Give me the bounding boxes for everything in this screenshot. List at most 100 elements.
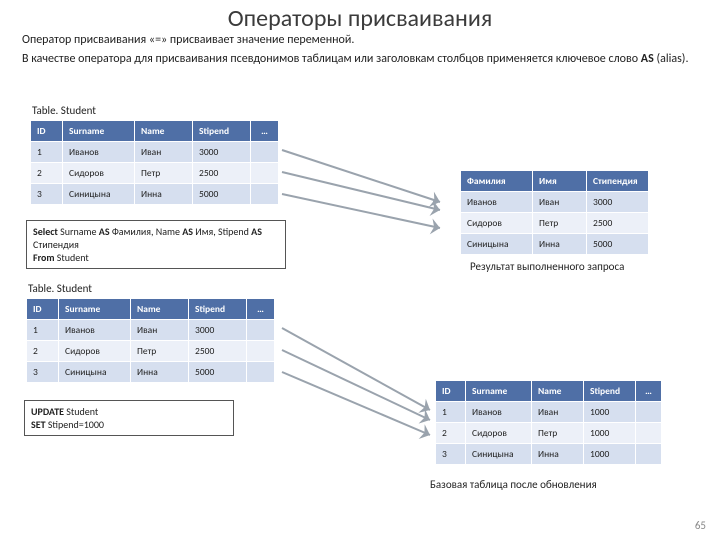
arrows-update <box>280 320 450 440</box>
td <box>251 163 279 184</box>
td: 1000 <box>584 444 636 465</box>
th: … <box>251 121 279 142</box>
th: ID <box>27 299 59 320</box>
td: 2 <box>436 423 466 444</box>
kw-as: AS <box>99 225 110 238</box>
th: Name <box>135 121 193 142</box>
p2-a: В качестве оператора для присваивания пс… <box>22 52 641 66</box>
sql-text: Stipend=1000 <box>46 418 104 431</box>
table-row: Синицына Инна 5000 <box>461 234 649 255</box>
td: Сидоров <box>466 423 532 444</box>
td: 2500 <box>587 213 649 234</box>
td: 2 <box>27 341 59 362</box>
td <box>247 320 275 341</box>
table-row: Иванов Иван 3000 <box>461 192 649 213</box>
th: ID <box>31 121 63 142</box>
td: Иванов <box>59 320 131 341</box>
td: Синицына <box>59 362 131 383</box>
paragraph-1: Оператор присваивания «=» присваивает зн… <box>0 33 720 52</box>
td <box>636 423 662 444</box>
td: 1000 <box>584 423 636 444</box>
table-row: 3 Синицына Инна 5000 <box>31 184 279 205</box>
th: Surname <box>59 299 131 320</box>
td: 1 <box>31 142 63 163</box>
table-row: 1 Иванов Иван 3000 <box>31 142 279 163</box>
th: Surname <box>466 381 532 402</box>
kw-as: AS <box>182 225 193 238</box>
td: Инна <box>533 234 587 255</box>
td: Синицына <box>63 184 135 205</box>
slide-title: Операторы присваивания <box>0 0 720 33</box>
td <box>247 341 275 362</box>
td: Иван <box>135 142 193 163</box>
sql-text: Фамилия, Name <box>110 225 183 238</box>
sql-update-box: UPDATE Student SET Stipend=1000 <box>24 400 234 436</box>
td: Инна <box>135 184 193 205</box>
td: Инна <box>131 362 189 383</box>
td: Синицына <box>466 444 532 465</box>
td: 3 <box>436 444 466 465</box>
td: Иван <box>533 192 587 213</box>
sql-text: Student <box>64 405 98 418</box>
td: Петр <box>532 423 584 444</box>
td: Сидоров <box>63 163 135 184</box>
td: 3000 <box>193 142 251 163</box>
td: Иванов <box>461 192 533 213</box>
table-row: 1 Иванов Иван 3000 <box>27 320 275 341</box>
table-header-row: ID Surname Name Stipend … <box>436 381 662 402</box>
td: 2500 <box>189 341 247 362</box>
sql-select-box: Select Surname AS Фамилия, Name AS Имя, … <box>26 220 286 269</box>
td: Петр <box>131 341 189 362</box>
td: 1000 <box>584 402 636 423</box>
sql-text: Стипендия <box>33 238 79 251</box>
updated-caption: Базовая таблица после обновления <box>430 478 597 491</box>
th: Surname <box>63 121 135 142</box>
paragraph-2: В качестве оператора для присваивания пс… <box>0 52 720 71</box>
td: 2500 <box>193 163 251 184</box>
table-row: 3 Синицына Инна 1000 <box>436 444 662 465</box>
table-row: 2 Сидоров Петр 2500 <box>27 341 275 362</box>
table-header-row: ID Surname Name Stipend … <box>27 299 275 320</box>
td: Инна <box>532 444 584 465</box>
p2-b: AS <box>641 52 654 66</box>
td: Сидоров <box>461 213 533 234</box>
table-student-2: ID Surname Name Stipend … 1 Иванов Иван … <box>26 298 275 383</box>
sql-text: Surname <box>58 225 99 238</box>
td: 5000 <box>193 184 251 205</box>
td <box>251 184 279 205</box>
td: 3 <box>27 362 59 383</box>
td: Синицына <box>461 234 533 255</box>
td: Петр <box>135 163 193 184</box>
td: 5000 <box>587 234 649 255</box>
th: Стипендия <box>587 171 649 192</box>
td <box>251 142 279 163</box>
kw-set: SET <box>31 418 46 431</box>
th: ID <box>436 381 466 402</box>
th: Имя <box>533 171 587 192</box>
td <box>247 362 275 383</box>
th: … <box>636 381 662 402</box>
td: Иванов <box>63 142 135 163</box>
page-number: 65 <box>695 519 706 532</box>
td: 5000 <box>189 362 247 383</box>
p2-c: (alias). <box>654 52 689 66</box>
table-updated: ID Surname Name Stipend … 1 Иванов Иван … <box>435 380 662 465</box>
sql-text: Имя, Stipend <box>193 225 251 238</box>
sql-text: Student <box>55 251 89 264</box>
td: Иванов <box>466 402 532 423</box>
td: Петр <box>533 213 587 234</box>
table-student-1: ID Surname Name Stipend … 1 Иванов Иван … <box>30 120 279 205</box>
table-row: 1 Иванов Иван 1000 <box>436 402 662 423</box>
td <box>636 444 662 465</box>
td: 2 <box>31 163 63 184</box>
kw-select: Select <box>33 225 58 238</box>
th: Name <box>131 299 189 320</box>
table-result: Фамилия Имя Стипендия Иванов Иван 3000 С… <box>460 170 649 255</box>
th: … <box>247 299 275 320</box>
td: 3000 <box>587 192 649 213</box>
kw-update: UPDATE <box>31 405 64 418</box>
th: Name <box>532 381 584 402</box>
td: 3000 <box>189 320 247 341</box>
table1-caption: Table. Student <box>32 104 96 117</box>
kw-from: From <box>33 251 55 264</box>
